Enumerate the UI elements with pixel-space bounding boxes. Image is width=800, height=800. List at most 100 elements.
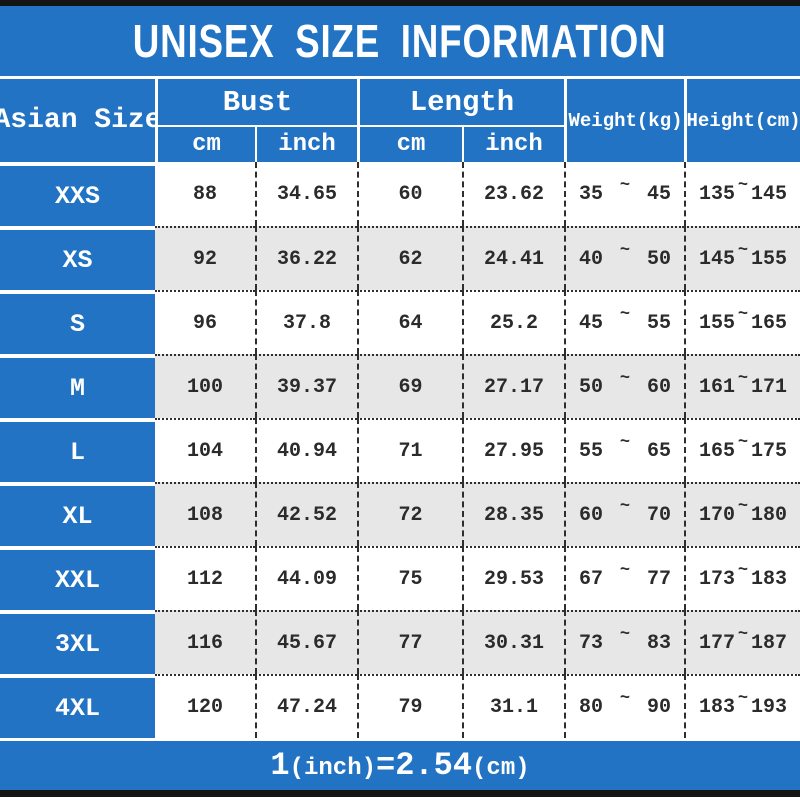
height-min: 173 (699, 567, 736, 591)
bust-cm-value: 112 (155, 546, 255, 610)
weight-range: 80 ~ 90 (564, 674, 684, 738)
length-cm-value: 72 (357, 482, 462, 546)
weight-max: 65 (646, 439, 671, 463)
height-min: 155 (699, 311, 736, 335)
top-black-bar (0, 0, 800, 6)
height-range: 170 ~ 180 (684, 482, 800, 546)
height-max: 145 (750, 182, 787, 206)
header-asian-size: Asian Size (0, 79, 162, 162)
note-unit: (inch) (289, 755, 376, 782)
tilde-icon: ~ (737, 368, 749, 388)
weight-max: 77 (646, 567, 671, 591)
tilde-icon: ~ (619, 304, 631, 324)
height-min: 177 (699, 631, 736, 655)
weight-min: 45 (579, 311, 604, 335)
height-min: 165 (699, 439, 736, 463)
bust-cm-value: 116 (155, 610, 255, 674)
length-cm-value: 79 (357, 674, 462, 738)
note-unit: (cm) (472, 755, 530, 782)
table-row-m: M 100 39.37 69 27.17 50 ~ 60 161 ~ 171 (0, 354, 800, 418)
table-row-xxl: XXL 112 44.09 75 29.53 67 ~ 77 173 ~ 183 (0, 546, 800, 610)
tilde-icon: ~ (737, 624, 749, 644)
height-min: 135 (699, 182, 736, 206)
size-label: S (0, 290, 155, 354)
weight-range: 40 ~ 50 (564, 226, 684, 290)
bust-inch-value: 42.52 (255, 482, 357, 546)
tilde-icon: ~ (619, 432, 631, 452)
size-label: L (0, 418, 155, 482)
bust-cm-value: 92 (155, 226, 255, 290)
length-inch-value: 30.31 (462, 610, 564, 674)
divider (0, 76, 800, 79)
weight-min: 50 (579, 375, 604, 399)
header-height: Height(cm) (684, 79, 800, 162)
height-max: 175 (750, 439, 787, 463)
weight-range: 35 ~ 45 (564, 162, 684, 226)
height-range: 183 ~ 193 (684, 674, 800, 738)
tilde-icon: ~ (737, 496, 749, 516)
height-range: 165 ~ 175 (684, 418, 800, 482)
weight-range: 67 ~ 77 (564, 546, 684, 610)
weight-max: 60 (646, 375, 671, 399)
length-cm-value: 71 (357, 418, 462, 482)
tilde-icon: ~ (737, 432, 749, 452)
weight-min: 67 (579, 567, 604, 591)
tilde-icon: ~ (619, 368, 631, 388)
tilde-icon: ~ (737, 175, 749, 195)
weight-min: 80 (579, 695, 604, 719)
weight-max: 50 (646, 247, 671, 271)
bust-cm-value: 88 (155, 162, 255, 226)
height-range: 155 ~ 165 (684, 290, 800, 354)
table-row-l: L 104 40.94 71 27.95 55 ~ 65 165 ~ 175 (0, 418, 800, 482)
tilde-icon: ~ (619, 560, 631, 580)
height-range: 173 ~ 183 (684, 546, 800, 610)
length-cm-value: 69 (357, 354, 462, 418)
tilde-icon: ~ (619, 240, 631, 260)
height-min: 183 (699, 695, 736, 719)
height-max: 193 (750, 695, 787, 719)
length-inch-value: 24.41 (462, 226, 564, 290)
weight-range: 45 ~ 55 (564, 290, 684, 354)
table-row-s: S 96 37.8 64 25.2 45 ~ 55 155 ~ 165 (0, 290, 800, 354)
length-inch-value: 25.2 (462, 290, 564, 354)
header-weight: Weight(kg) (564, 79, 684, 162)
weight-min: 55 (579, 439, 604, 463)
weight-max: 90 (646, 695, 671, 719)
table-row-4xl: 4XL 120 47.24 79 31.1 80 ~ 90 183 ~ 193 (0, 674, 800, 738)
size-label: 4XL (0, 674, 155, 738)
header-length-group: Length (357, 79, 564, 125)
height-min: 170 (699, 503, 736, 527)
bust-inch-value: 34.65 (255, 162, 357, 226)
height-range: 161 ~ 171 (684, 354, 800, 418)
height-range: 135 ~ 145 (684, 162, 800, 226)
bust-inch-value: 36.22 (255, 226, 357, 290)
table-row-xl: XL 108 42.52 72 28.35 60 ~ 70 170 ~ 180 (0, 482, 800, 546)
tilde-icon: ~ (737, 560, 749, 580)
bust-inch-value: 39.37 (255, 354, 357, 418)
length-cm-value: 60 (357, 162, 462, 226)
height-max: 183 (750, 567, 787, 591)
height-min: 161 (699, 375, 736, 399)
length-cm-value: 77 (357, 610, 462, 674)
table-row-3xl: 3XL 116 45.67 77 30.31 73 ~ 83 177 ~ 187 (0, 610, 800, 674)
length-inch-value: 29.53 (462, 546, 564, 610)
size-label: XXS (0, 162, 155, 226)
bust-cm-value: 120 (155, 674, 255, 738)
weight-min: 60 (579, 503, 604, 527)
table-header: Asian Size Bust Length Weight(kg) Height… (0, 79, 800, 162)
note-number: 2.54 (395, 747, 473, 784)
height-max: 155 (750, 247, 787, 271)
weight-min: 35 (579, 182, 604, 206)
tilde-icon: ~ (737, 688, 749, 708)
length-inch-value: 31.1 (462, 674, 564, 738)
weight-max: 70 (646, 503, 671, 527)
size-label: 3XL (0, 610, 155, 674)
equals-sign: = (376, 747, 396, 784)
page-title: UNISEX SIZE INFORMATION (133, 15, 667, 67)
height-max: 180 (750, 503, 787, 527)
length-cm-value: 75 (357, 546, 462, 610)
tilde-icon: ~ (619, 624, 631, 644)
bust-cm-value: 100 (155, 354, 255, 418)
length-cm-value: 62 (357, 226, 462, 290)
weight-max: 83 (646, 631, 671, 655)
